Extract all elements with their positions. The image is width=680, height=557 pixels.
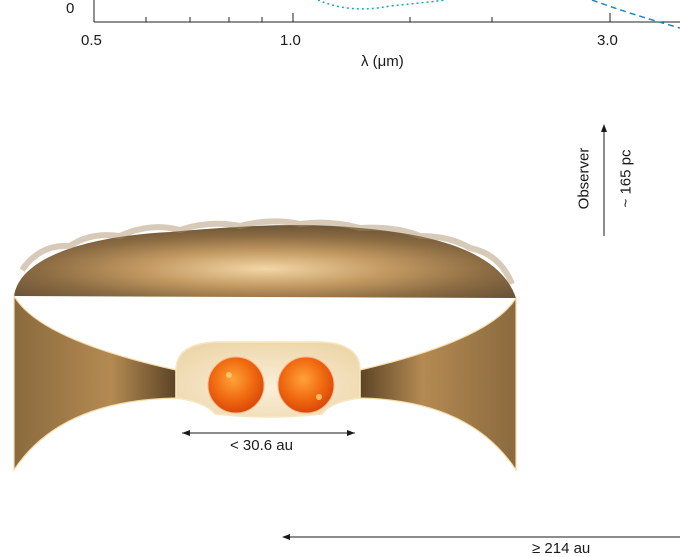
binary-separation-label: < 30.6 au: [230, 437, 293, 454]
model-curve-dashed: [591, 0, 680, 29]
observer-label: Observer: [575, 147, 593, 210]
separation-arrowhead-right: [347, 430, 355, 436]
x-axis-label: λ (μm): [361, 53, 404, 70]
separation-arrowhead-left: [182, 430, 190, 436]
dust-envelope-top: [14, 225, 516, 298]
star-spot: [316, 394, 322, 400]
y-tick-label-zero: 0: [66, 0, 75, 17]
distance-label: ~ 165 pc: [617, 149, 635, 208]
spectrum-plot: [93, 0, 680, 29]
observer-arrowhead: [601, 124, 607, 132]
star-spot: [226, 372, 232, 378]
outer-size-label: ≥ 214 au: [532, 540, 591, 557]
x-tick-label-1: 1.0: [280, 32, 301, 49]
disk-wall-left: [13, 293, 177, 473]
model-curve-dotted: [317, 0, 447, 10]
star-secondary: [277, 356, 335, 414]
star-primary: [207, 356, 265, 414]
x-tick-label-0: 0.5: [81, 32, 102, 49]
dust-envelope-edge: [19, 218, 515, 286]
outer-size-arrowhead: [282, 534, 290, 540]
x-tick-label-2: 3.0: [597, 32, 618, 49]
binary-system-schematic: [13, 124, 680, 540]
disk-wall-right: [359, 295, 517, 473]
